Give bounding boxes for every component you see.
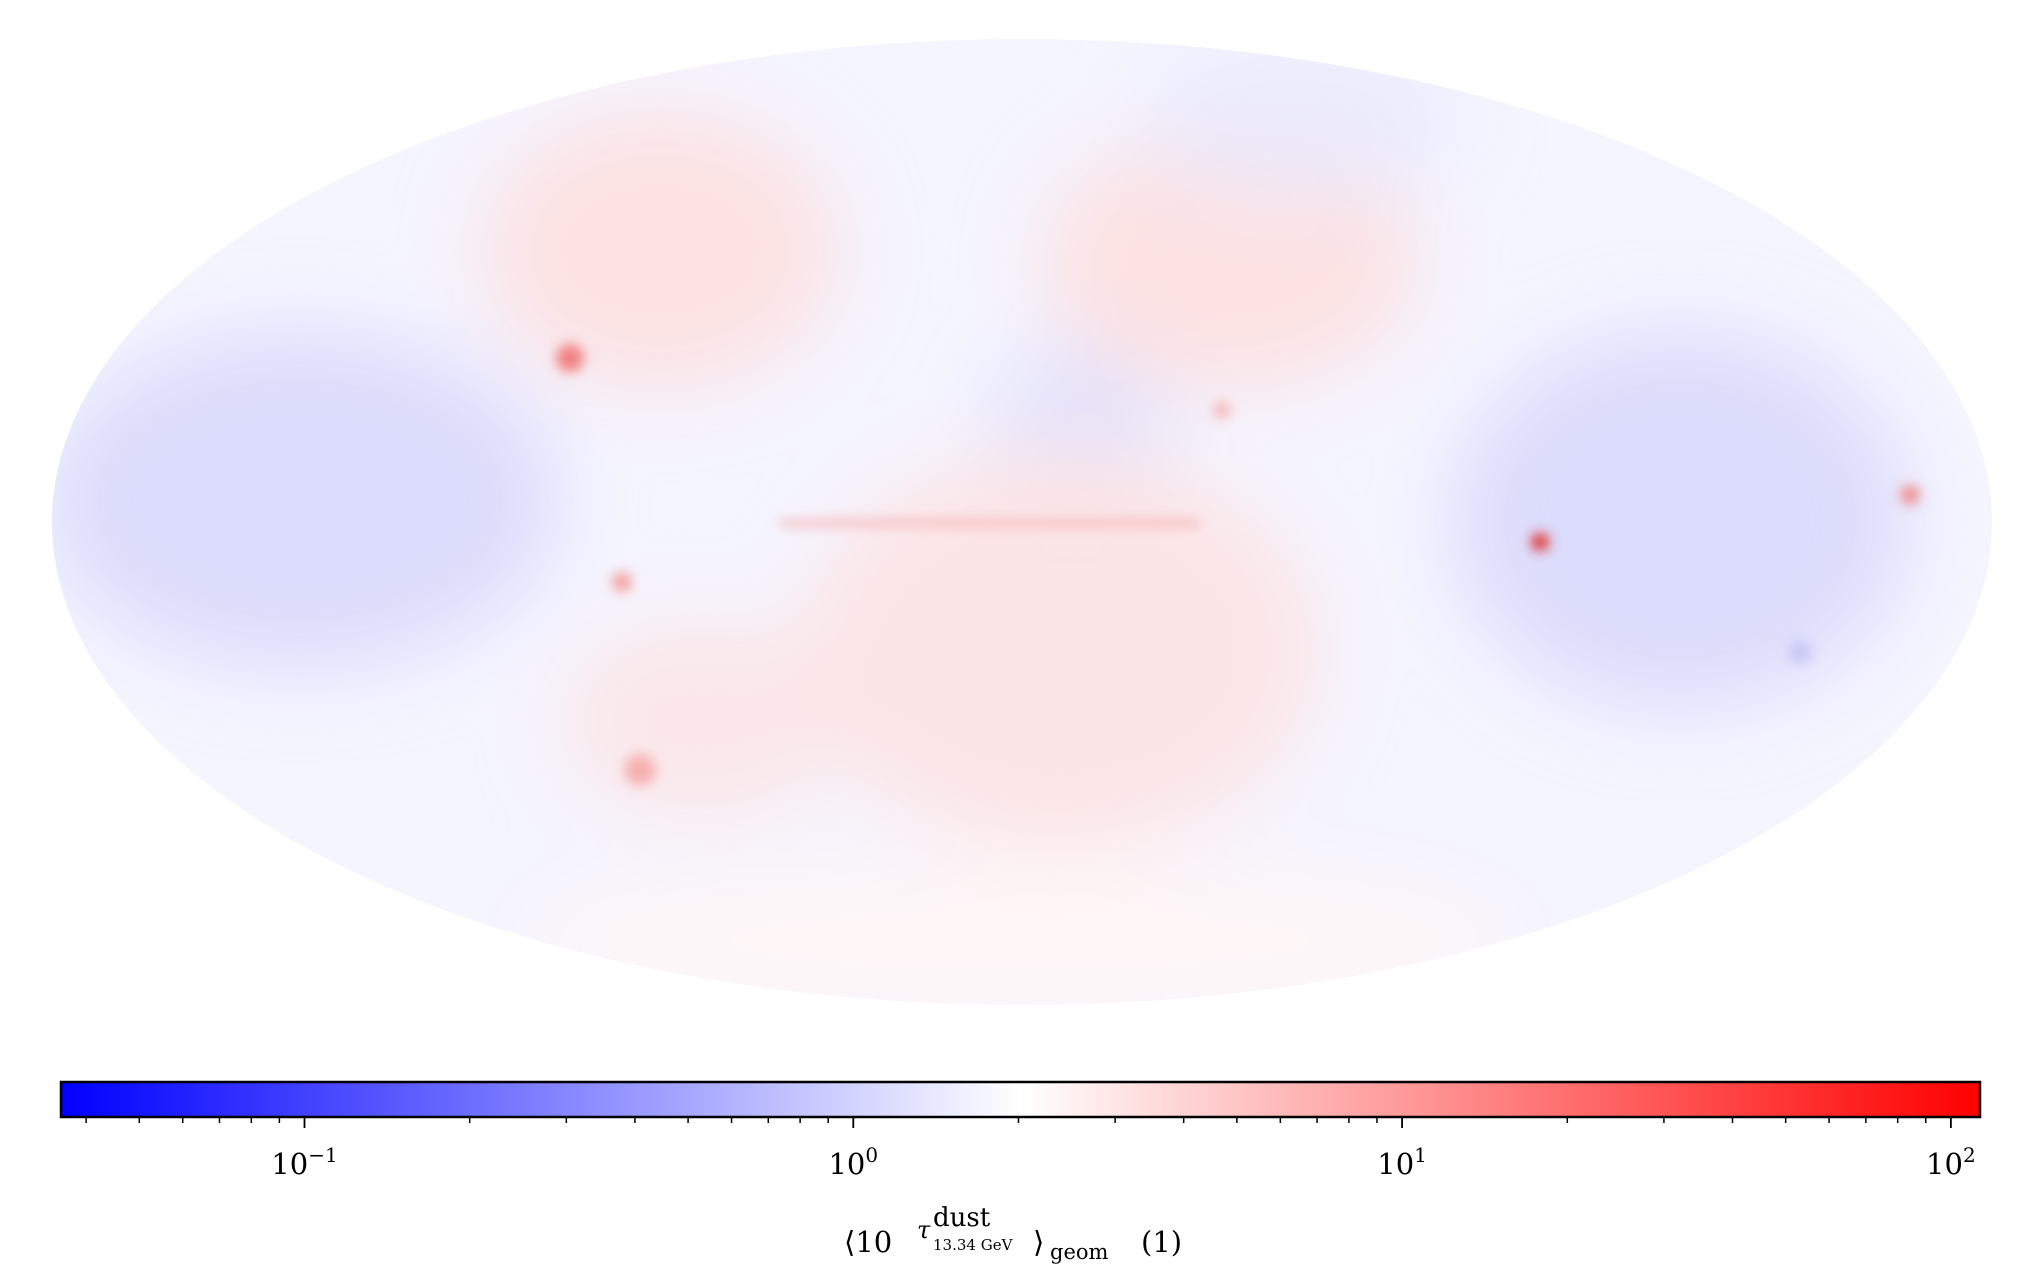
tick-base: 10 (1926, 1147, 1963, 1181)
tick-exponent: −1 (308, 1143, 337, 1167)
map-sources (556, 344, 1920, 786)
label-subscript: geom (1050, 1240, 1109, 1264)
tick-exponent: 0 (865, 1143, 878, 1167)
tick-base: 10 (1377, 1147, 1414, 1181)
label-exponent-superscript: dust (933, 1203, 991, 1233)
tick-exponent: 2 (1963, 1143, 1976, 1167)
sky-map (52, 39, 1992, 1005)
colorbar-label: ⟨10 τ dust 13.34 GeV ⟩ geom (1) (844, 1203, 1182, 1264)
tick-base: 10 (828, 1147, 865, 1181)
colorbar (59, 1080, 1982, 1119)
map-structure (52, 40, 1910, 1005)
colorbar-ticks: 10−1 100 101 102 (85, 1117, 1976, 1181)
tick-base: 10 (271, 1147, 308, 1181)
x-tick-label: 10−1 (271, 1143, 337, 1181)
x-tick-label: 102 (1926, 1143, 1976, 1181)
label-base: ⟨10 (844, 1225, 892, 1259)
label-exponent: τ (917, 1216, 931, 1244)
label-close: ⟩ (1033, 1225, 1044, 1259)
x-tick-label: 101 (1377, 1143, 1427, 1181)
label-unit: (1) (1141, 1225, 1182, 1259)
x-tick-label: 100 (828, 1143, 878, 1181)
tick-exponent: 1 (1414, 1143, 1427, 1167)
label-exponent-subscript: 13.34 GeV (933, 1236, 1014, 1254)
